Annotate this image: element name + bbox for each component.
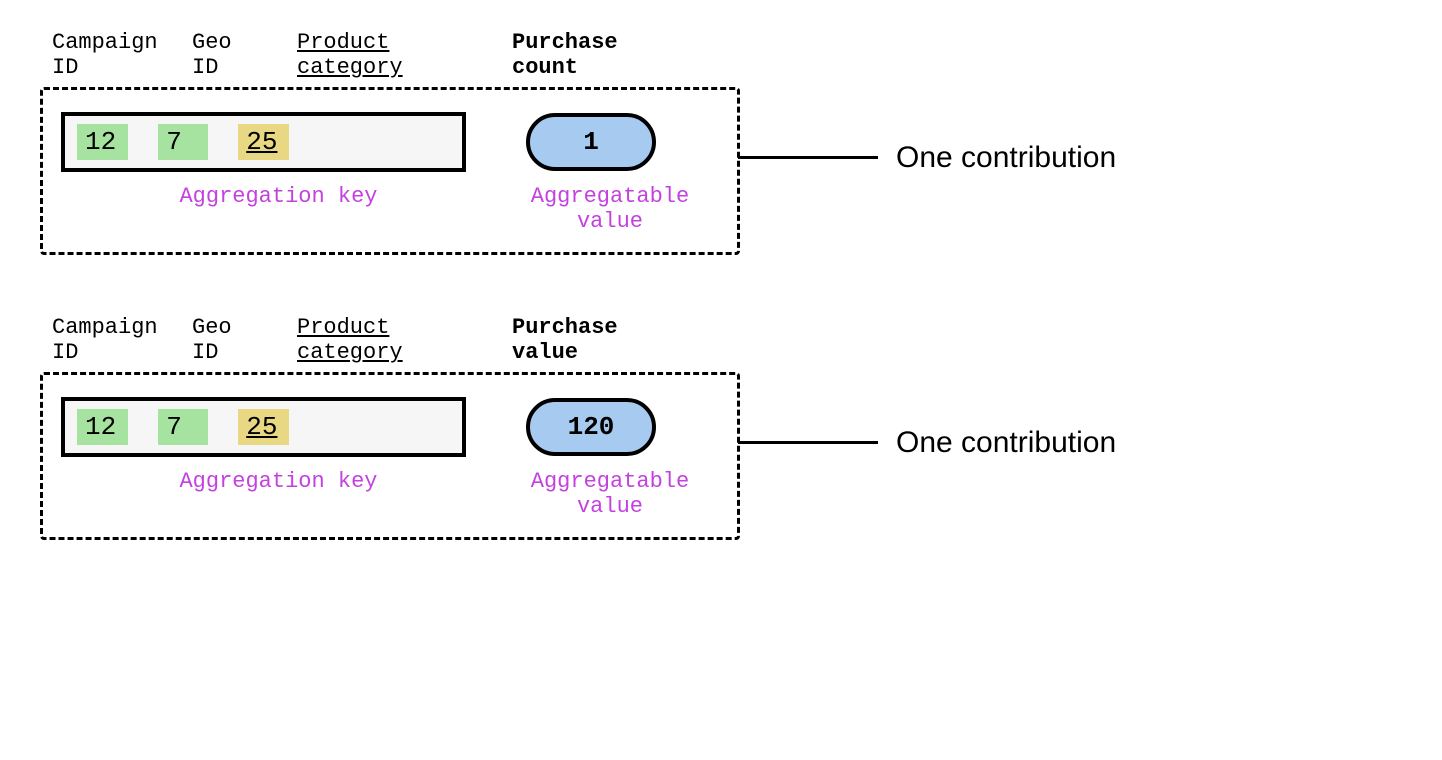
header-measure: Purchasevalue <box>512 315 687 366</box>
header-product-category: Productcategory <box>297 315 457 366</box>
caption-aggregatable-value: Aggregatablevalue <box>466 469 719 520</box>
side-label-one-contribution: One contribution <box>896 141 1116 175</box>
diagram-root: CampaignID GeoID Productcategory Purchas… <box>40 30 1402 540</box>
header-campaign-id: CampaignID <box>52 315 192 366</box>
contribution-block: CampaignID GeoID Productcategory Purchas… <box>40 315 740 540</box>
chip-product: 25 <box>238 124 289 160</box>
chip-campaign: 12 <box>77 124 128 160</box>
column-headers: CampaignID GeoID Productcategory Purchas… <box>40 30 740 81</box>
aggregation-key-box: 12 7 25 <box>61 112 466 172</box>
connector-line <box>738 156 878 159</box>
aggregatable-value-pill: 120 <box>526 398 656 456</box>
header-measure: Purchasecount <box>512 30 687 81</box>
chip-product: 25 <box>238 409 289 445</box>
caption-aggregation-key: Aggregation key <box>61 469 466 520</box>
caption-aggregation-key: Aggregation key <box>61 184 466 235</box>
captions: Aggregation key Aggregatablevalue <box>61 184 719 235</box>
contribution-row: CampaignID GeoID Productcategory Purchas… <box>40 315 1402 540</box>
chip-geo: 7 <box>158 124 208 160</box>
header-geo-id: GeoID <box>192 315 297 366</box>
captions: Aggregation key Aggregatablevalue <box>61 469 719 520</box>
chip-campaign: 12 <box>77 409 128 445</box>
side-label-one-contribution: One contribution <box>896 426 1116 460</box>
caption-aggregatable-value: Aggregatablevalue <box>466 184 719 235</box>
aggregatable-value-pill: 1 <box>526 113 656 171</box>
header-geo-id: GeoID <box>192 30 297 81</box>
contribution-inner-row: 12 7 25 120 <box>61 397 719 457</box>
aggregation-key-box: 12 7 25 <box>61 397 466 457</box>
contribution-inner-row: 12 7 25 1 <box>61 112 719 172</box>
chip-geo: 7 <box>158 409 208 445</box>
contribution-row: CampaignID GeoID Productcategory Purchas… <box>40 30 1402 255</box>
contribution-dashed-container: 12 7 25 1 Aggregation key Aggregatableva… <box>40 87 740 256</box>
contribution-block: CampaignID GeoID Productcategory Purchas… <box>40 30 740 255</box>
header-campaign-id: CampaignID <box>52 30 192 81</box>
header-product-category: Productcategory <box>297 30 457 81</box>
column-headers: CampaignID GeoID Productcategory Purchas… <box>40 315 740 366</box>
contribution-dashed-container: 12 7 25 120 Aggregation key Aggregatable… <box>40 372 740 541</box>
connector-line <box>738 441 878 444</box>
